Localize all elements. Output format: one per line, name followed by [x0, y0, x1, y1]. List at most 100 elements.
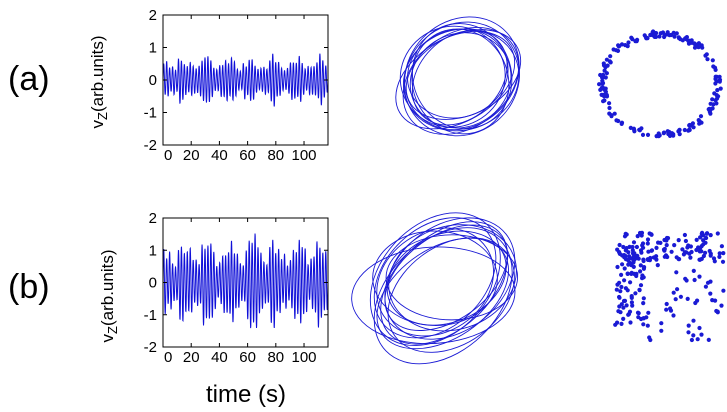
return-map-point — [698, 114, 704, 119]
return-map-point — [665, 254, 670, 260]
orbit-loop — [411, 28, 510, 135]
return-map-point — [646, 310, 651, 315]
return-map-point — [708, 111, 713, 116]
return-map-point — [640, 132, 646, 137]
return-map-point — [710, 97, 715, 102]
return-map-point — [619, 272, 624, 277]
return-map-point — [600, 81, 605, 86]
return-map-point — [686, 323, 691, 328]
return-map-point — [651, 29, 656, 34]
return-map-point — [684, 35, 690, 40]
return-map-point — [715, 309, 720, 314]
y-axis-label-units: (arb.units) — [98, 250, 117, 327]
return-map-point — [628, 280, 633, 285]
signal-trace — [162, 53, 329, 107]
return-map-point — [630, 37, 635, 42]
orbit-loop — [402, 28, 520, 132]
return-map-point — [699, 120, 704, 125]
x-tick-label: 100 — [292, 349, 317, 366]
return-map-point — [674, 31, 679, 36]
return-map-point — [704, 235, 709, 241]
return-map-point — [621, 305, 626, 310]
x-tick-label: 20 — [183, 147, 200, 164]
return-map-b — [613, 230, 726, 343]
panel-label-b: (b) — [8, 268, 50, 306]
return-map-point — [613, 322, 618, 327]
return-map-point — [695, 298, 700, 303]
return-map-point — [671, 313, 676, 318]
return-map-point — [619, 120, 625, 125]
return-map-point — [657, 34, 662, 39]
return-map-point — [645, 36, 650, 41]
return-map-point — [676, 129, 681, 134]
return-map-point — [598, 87, 603, 92]
orbit-loop — [404, 16, 520, 131]
orbit-loop — [402, 26, 520, 135]
return-map-point — [617, 280, 622, 285]
return-map-point — [615, 264, 620, 270]
return-map-point — [634, 39, 639, 44]
return-map-point — [696, 45, 701, 50]
return-map-point — [649, 248, 655, 253]
return-map-point — [701, 242, 706, 247]
return-map-point — [623, 43, 628, 48]
return-map-point — [654, 257, 659, 262]
return-map-point — [648, 255, 653, 261]
return-map-point — [618, 289, 623, 294]
phase-portrait-a — [395, 16, 522, 137]
return-map-point — [684, 278, 689, 283]
return-map-point — [686, 243, 691, 248]
y-axis-label-subscript: Z — [105, 326, 120, 334]
return-map-point — [697, 274, 702, 279]
return-map-point — [696, 245, 701, 250]
return-map-point — [690, 121, 696, 126]
return-map-point — [697, 257, 702, 262]
return-map-point — [629, 300, 635, 305]
return-map-point — [628, 320, 633, 325]
return-map-point — [673, 297, 678, 302]
return-map-point — [707, 248, 712, 254]
return-map-point — [671, 132, 676, 137]
return-map-point — [621, 298, 627, 304]
return-map-point — [624, 303, 629, 308]
return-map-point — [634, 244, 640, 250]
return-map-point — [708, 101, 713, 106]
return-map-point — [678, 37, 683, 42]
return-map-point — [665, 30, 670, 35]
return-map-point — [703, 53, 708, 58]
return-map-point — [687, 127, 692, 132]
return-map-point — [642, 265, 647, 270]
return-map-point — [619, 321, 624, 326]
return-map-point — [718, 86, 723, 91]
return-map-point — [691, 41, 697, 46]
return-map-point — [639, 316, 644, 322]
return-map-point — [710, 298, 715, 303]
return-map-point — [604, 71, 610, 76]
return-map-point — [680, 247, 685, 252]
return-map-point — [706, 337, 711, 342]
y-axis-label-main: v — [88, 119, 107, 128]
return-map-point — [625, 271, 630, 276]
return-map-point — [699, 332, 704, 337]
return-map-point — [715, 231, 720, 236]
return-map-point — [714, 93, 719, 98]
return-map-point — [645, 323, 650, 328]
return-map-point — [719, 244, 725, 249]
y-axis-label-main: v — [98, 333, 117, 342]
return-map-point — [627, 260, 633, 266]
return-map-point — [638, 269, 643, 274]
return-map-point — [638, 283, 644, 288]
return-map-point — [682, 127, 687, 133]
return-map-point — [687, 122, 692, 128]
x-tick-label: 40 — [211, 147, 228, 164]
return-map-point — [649, 232, 654, 237]
x-tick-label: 60 — [239, 349, 256, 366]
return-map-point — [707, 106, 712, 111]
time-series-plot-b: 2 1 0 -1 -2 0 20 40 60 80 100 — [144, 210, 329, 366]
return-map-point — [661, 131, 666, 136]
return-map-point — [674, 270, 679, 275]
return-map-point — [721, 251, 726, 256]
return-map-point — [697, 325, 702, 331]
return-map-point — [615, 247, 620, 252]
return-map-point — [634, 273, 639, 279]
